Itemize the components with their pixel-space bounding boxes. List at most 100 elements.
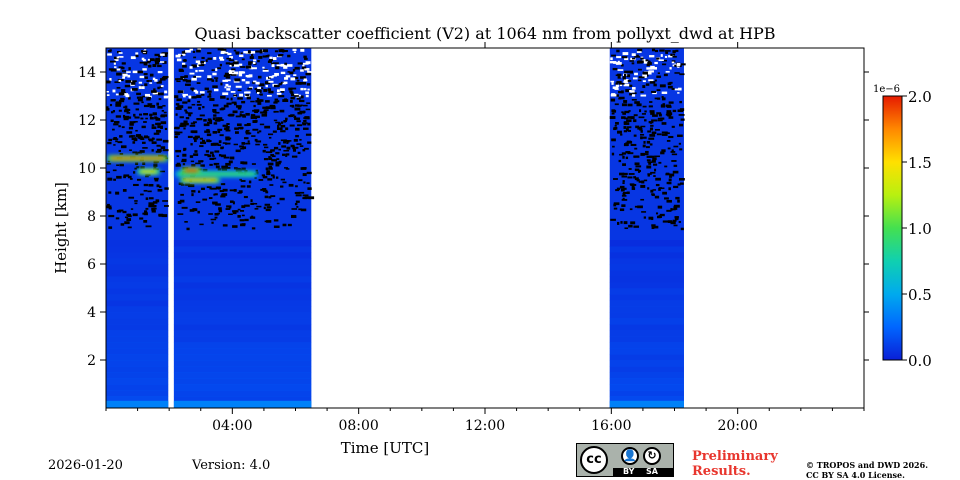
noise-speckle [292,68,296,72]
noise-speckle [136,92,141,96]
signal-band [609,240,684,247]
signal-band [173,276,312,283]
noise-speckle [610,94,617,97]
noise-speckle [673,204,680,208]
noise-speckle [194,208,198,212]
noise-speckle [141,141,146,144]
signal-band [106,294,169,301]
noise-speckle [302,197,307,200]
noise-speckle [227,52,232,56]
noise-speckle [624,227,629,230]
noise-speckle [233,64,240,67]
noise-speckle [241,146,247,150]
noise-speckle [644,75,647,78]
noise-speckle [275,163,280,167]
noise-speckle [302,149,306,152]
noise-speckle [229,200,234,203]
noise-speckle [250,114,256,117]
noise-speckle [248,86,253,89]
noise-speckle [628,224,633,228]
noise-speckle [174,95,179,99]
noise-speckle [133,120,138,123]
noise-speckle [195,60,201,63]
noise-speckle [274,85,280,87]
noise-speckle [142,68,147,71]
noise-speckle [640,129,643,133]
noise-speckle [291,87,297,90]
noise-speckle [213,88,219,92]
noise-speckle [245,129,250,132]
noise-speckle [281,145,287,148]
noise-speckle [659,84,666,88]
noise-speckle [197,100,201,103]
noise-speckle [651,90,657,93]
noise-speckle [225,76,231,79]
noise-speckle [282,153,286,156]
noise-speckle [145,207,149,210]
noise-speckle [198,69,204,72]
boundary-layer [609,400,684,408]
noise-speckle [180,193,184,196]
noise-speckle [235,149,241,153]
colorbar-tick-label: 1.5 [908,154,932,172]
noise-speckle [658,187,661,191]
noise-speckle [267,88,271,92]
noise-speckle [252,120,257,123]
noise-speckle [209,98,215,101]
noise-speckle [303,119,307,122]
signal-band [609,336,684,343]
noise-speckle [296,120,301,123]
noise-speckle [244,137,249,140]
noise-speckle [261,113,268,117]
noise-speckle [123,106,127,109]
noise-speckle [162,61,167,64]
noise-speckle [191,77,197,81]
noise-speckle [679,182,684,185]
noise-speckle [277,122,282,126]
noise-speckle [664,165,668,168]
noise-speckle [113,144,116,146]
noise-speckle [622,52,629,56]
noise-speckle [106,80,111,84]
noise-speckle [302,173,307,177]
noise-speckle [624,117,628,120]
noise-speckle [115,104,121,107]
noise-speckle [643,60,648,64]
noise-speckle [149,58,155,62]
noise-speckle [666,181,672,185]
noise-speckle [624,110,630,114]
noise-speckle [133,113,136,117]
noise-speckle [674,217,679,221]
noise-speckle [139,96,143,99]
noise-speckle [617,69,624,71]
noise-speckle [232,211,237,215]
noise-speckle [674,72,680,74]
noise-speckle [126,71,131,73]
noise-speckle [642,144,646,148]
noise-speckle [300,110,303,113]
noise-speckle [232,201,235,205]
noise-speckle [155,199,160,203]
noise-speckle [637,48,643,52]
noise-speckle [661,91,668,94]
noise-speckle [241,58,245,61]
noise-speckle [307,88,310,91]
noise-speckle [108,138,113,142]
noise-speckle [623,83,630,87]
noise-speckle [266,206,272,209]
noise-speckle [189,124,196,127]
noise-speckle [177,213,184,215]
noise-speckle [620,64,624,67]
signal-band [609,270,684,277]
noise-speckle [143,104,150,108]
noise-speckle [219,134,224,137]
noise-speckle [616,62,622,65]
noise-speckle [221,165,228,169]
signal-band [609,258,684,265]
noise-speckle [264,195,269,199]
noise-speckle [638,116,645,119]
noise-speckle [232,61,235,64]
noise-speckle [654,168,657,172]
noise-speckle [280,121,284,124]
noise-speckle [214,143,220,146]
